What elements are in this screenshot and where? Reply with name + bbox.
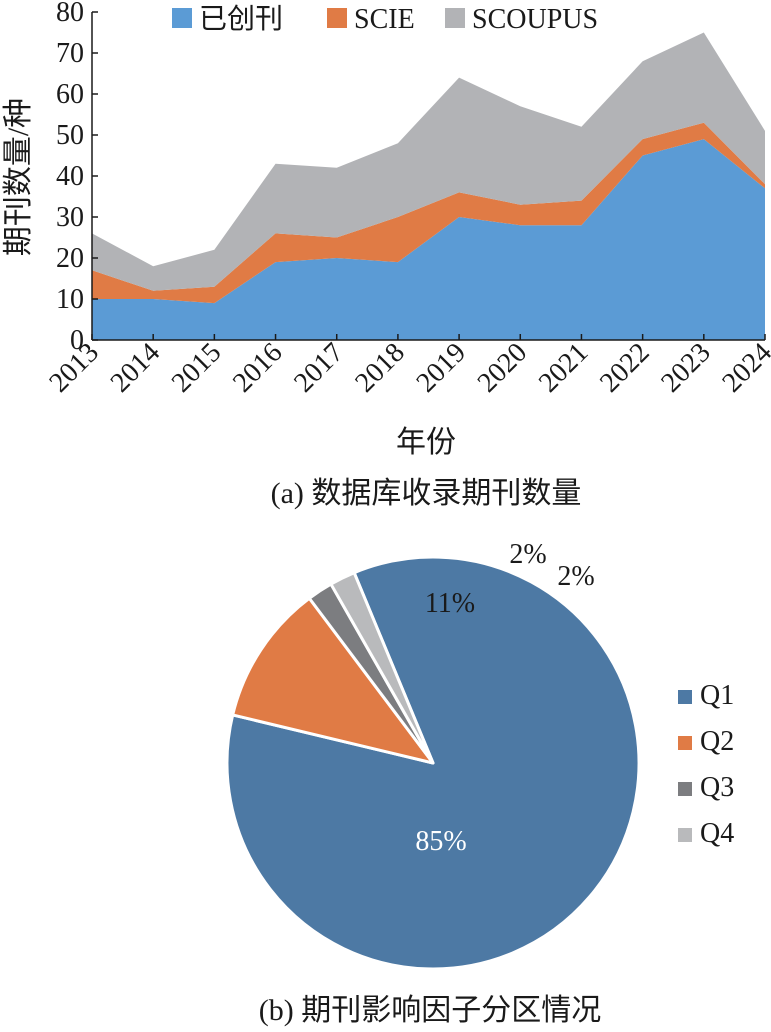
legend-swatch-2 (327, 8, 347, 28)
legend-label-2: SCIE (354, 4, 415, 35)
y-tick-label: 70 (56, 38, 84, 69)
pie-legend-label-q1: Q1 (700, 680, 734, 711)
area-series-2 (92, 122, 765, 304)
x-tick-label: 2015 (166, 337, 228, 399)
y-tick-label: 0 (70, 325, 84, 356)
y-axis-title: 期刊数量/种 (2, 98, 35, 256)
y-tick-label: 80 (56, 0, 84, 28)
pie-legend-label-q4: Q4 (700, 818, 734, 849)
chart-b-caption: (b) 期刊影响因子分区情况 (259, 994, 601, 1027)
x-tick-label: 2018 (349, 337, 411, 399)
pie-legend-swatch-q1 (678, 690, 692, 704)
y-tick-label: 50 (56, 120, 84, 151)
pie-label-q1: 85% (415, 826, 466, 857)
y-tick-label: 30 (56, 202, 84, 233)
pie-legend-label-q2: Q2 (700, 726, 734, 757)
chart-a-caption: (a) 数据库收录期刊数量 (271, 477, 582, 510)
legend-label-3: SCOUPUS (472, 4, 598, 35)
y-tick-label: 40 (56, 161, 84, 192)
y-tick-label: 60 (56, 79, 84, 110)
pie-slices-group (225, 555, 641, 971)
area-legend: 已创刊 SCIE SCOUPUS (172, 3, 598, 35)
y-tick-label: 10 (56, 284, 84, 315)
pie-legend-swatch-q4 (678, 828, 692, 842)
x-tick-label: 2014 (105, 337, 167, 399)
pie-legend: Q1 Q2 Q3 Q4 (678, 680, 734, 849)
x-tick-label: 2023 (655, 337, 717, 399)
pie-label-q4: 2% (557, 561, 594, 592)
x-tick-label: 2019 (411, 337, 473, 399)
pie-legend-swatch-q2 (678, 736, 692, 750)
legend-swatch-1 (172, 8, 192, 28)
x-tick-label: 2022 (594, 337, 656, 399)
pie-labels-group: 85% 11% 2% 2% (415, 539, 594, 857)
x-tick-label: 2024 (716, 337, 771, 399)
x-tick-label: 2013 (43, 337, 105, 399)
pie-legend-swatch-q3 (678, 782, 692, 796)
x-tick-label: 2017 (288, 337, 350, 399)
x-tick-label: 2021 (533, 337, 595, 399)
x-tick-label: 2020 (472, 337, 534, 399)
pie-chart: 85% 11% 2% 2% Q1 Q2 Q3 Q4 (b) 期刊影响因子分区情况 (225, 539, 734, 1027)
area-series-group (92, 32, 765, 340)
legend-swatch-3 (445, 8, 465, 28)
x-tick-label: 2016 (227, 337, 289, 399)
area-series-3 (92, 32, 765, 291)
y-tick-label: 20 (56, 243, 84, 274)
x-axis-title: 年份 (396, 426, 456, 459)
pie-slice-q2 (231, 596, 435, 765)
pie-label-q2: 11% (425, 588, 475, 619)
pie-slice-q4 (329, 571, 435, 765)
pie-legend-label-q3: Q3 (700, 772, 734, 803)
legend-label-1: 已创刊 (199, 3, 283, 35)
pie-label-q3: 2% (509, 539, 546, 570)
